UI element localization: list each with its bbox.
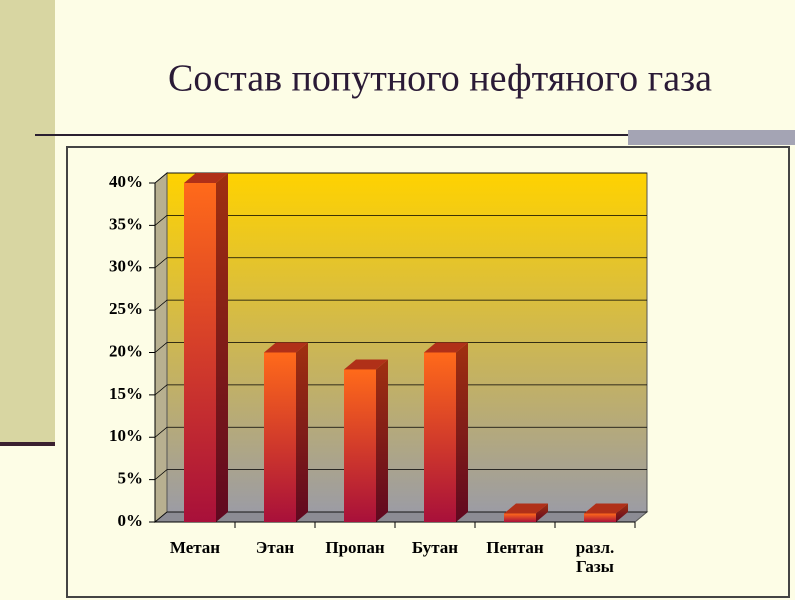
bar-top — [184, 173, 228, 183]
bar — [504, 513, 536, 522]
grid-line — [154, 511, 647, 523]
bar — [344, 369, 376, 522]
y-tick-label: 10% — [109, 426, 143, 445]
grid-line — [154, 426, 647, 438]
plot: 0% 5% 10% 15% 20% 25% 30% 35% 40% — [109, 172, 649, 530]
bar — [184, 183, 216, 522]
bar-side — [376, 359, 388, 522]
y-tick-label: 0% — [118, 511, 144, 530]
sidebar — [0, 0, 55, 442]
sidebar-line — [0, 442, 55, 446]
x-tick-label: Этан — [255, 538, 295, 557]
grid-line — [154, 214, 647, 226]
y-tick-label: 40% — [109, 172, 143, 191]
x-tick-label: разл. Газы — [575, 538, 615, 576]
grid-line — [154, 469, 647, 480]
y-tick-label: 20% — [109, 341, 143, 360]
y-tick-label: 5% — [118, 469, 144, 488]
bar-side — [296, 342, 308, 522]
x-tick-label: Бутан — [411, 538, 459, 557]
bar-side — [456, 342, 468, 522]
x-tick-label: Пентан — [486, 538, 544, 557]
floor — [153, 511, 649, 523]
grid-line — [154, 172, 647, 184]
y-tick-label: 30% — [109, 257, 143, 276]
slide-title: Состав попутного нефтяного газа — [168, 58, 712, 100]
x-tick-label: Пропан — [325, 538, 385, 557]
title-bar — [628, 130, 795, 145]
y-tick-label: 15% — [109, 384, 143, 403]
bar-top — [344, 359, 388, 370]
grid-line — [154, 384, 647, 396]
bar-top — [264, 342, 308, 353]
grid-line — [154, 299, 647, 311]
grid-line — [154, 342, 647, 353]
bar-top — [424, 342, 468, 353]
bar — [424, 352, 456, 522]
bar-top — [584, 503, 628, 514]
title-rule — [35, 134, 795, 136]
grid-line — [154, 257, 647, 269]
bar — [264, 352, 296, 522]
y-tick-label: 25% — [109, 299, 143, 318]
y-tick-label: 35% — [109, 214, 143, 233]
bar-side — [616, 503, 628, 522]
bar-top — [504, 503, 548, 514]
bar-side — [216, 173, 228, 522]
x-tick-label: Метан — [169, 538, 221, 557]
bar-side — [536, 503, 548, 522]
bar — [584, 513, 616, 522]
